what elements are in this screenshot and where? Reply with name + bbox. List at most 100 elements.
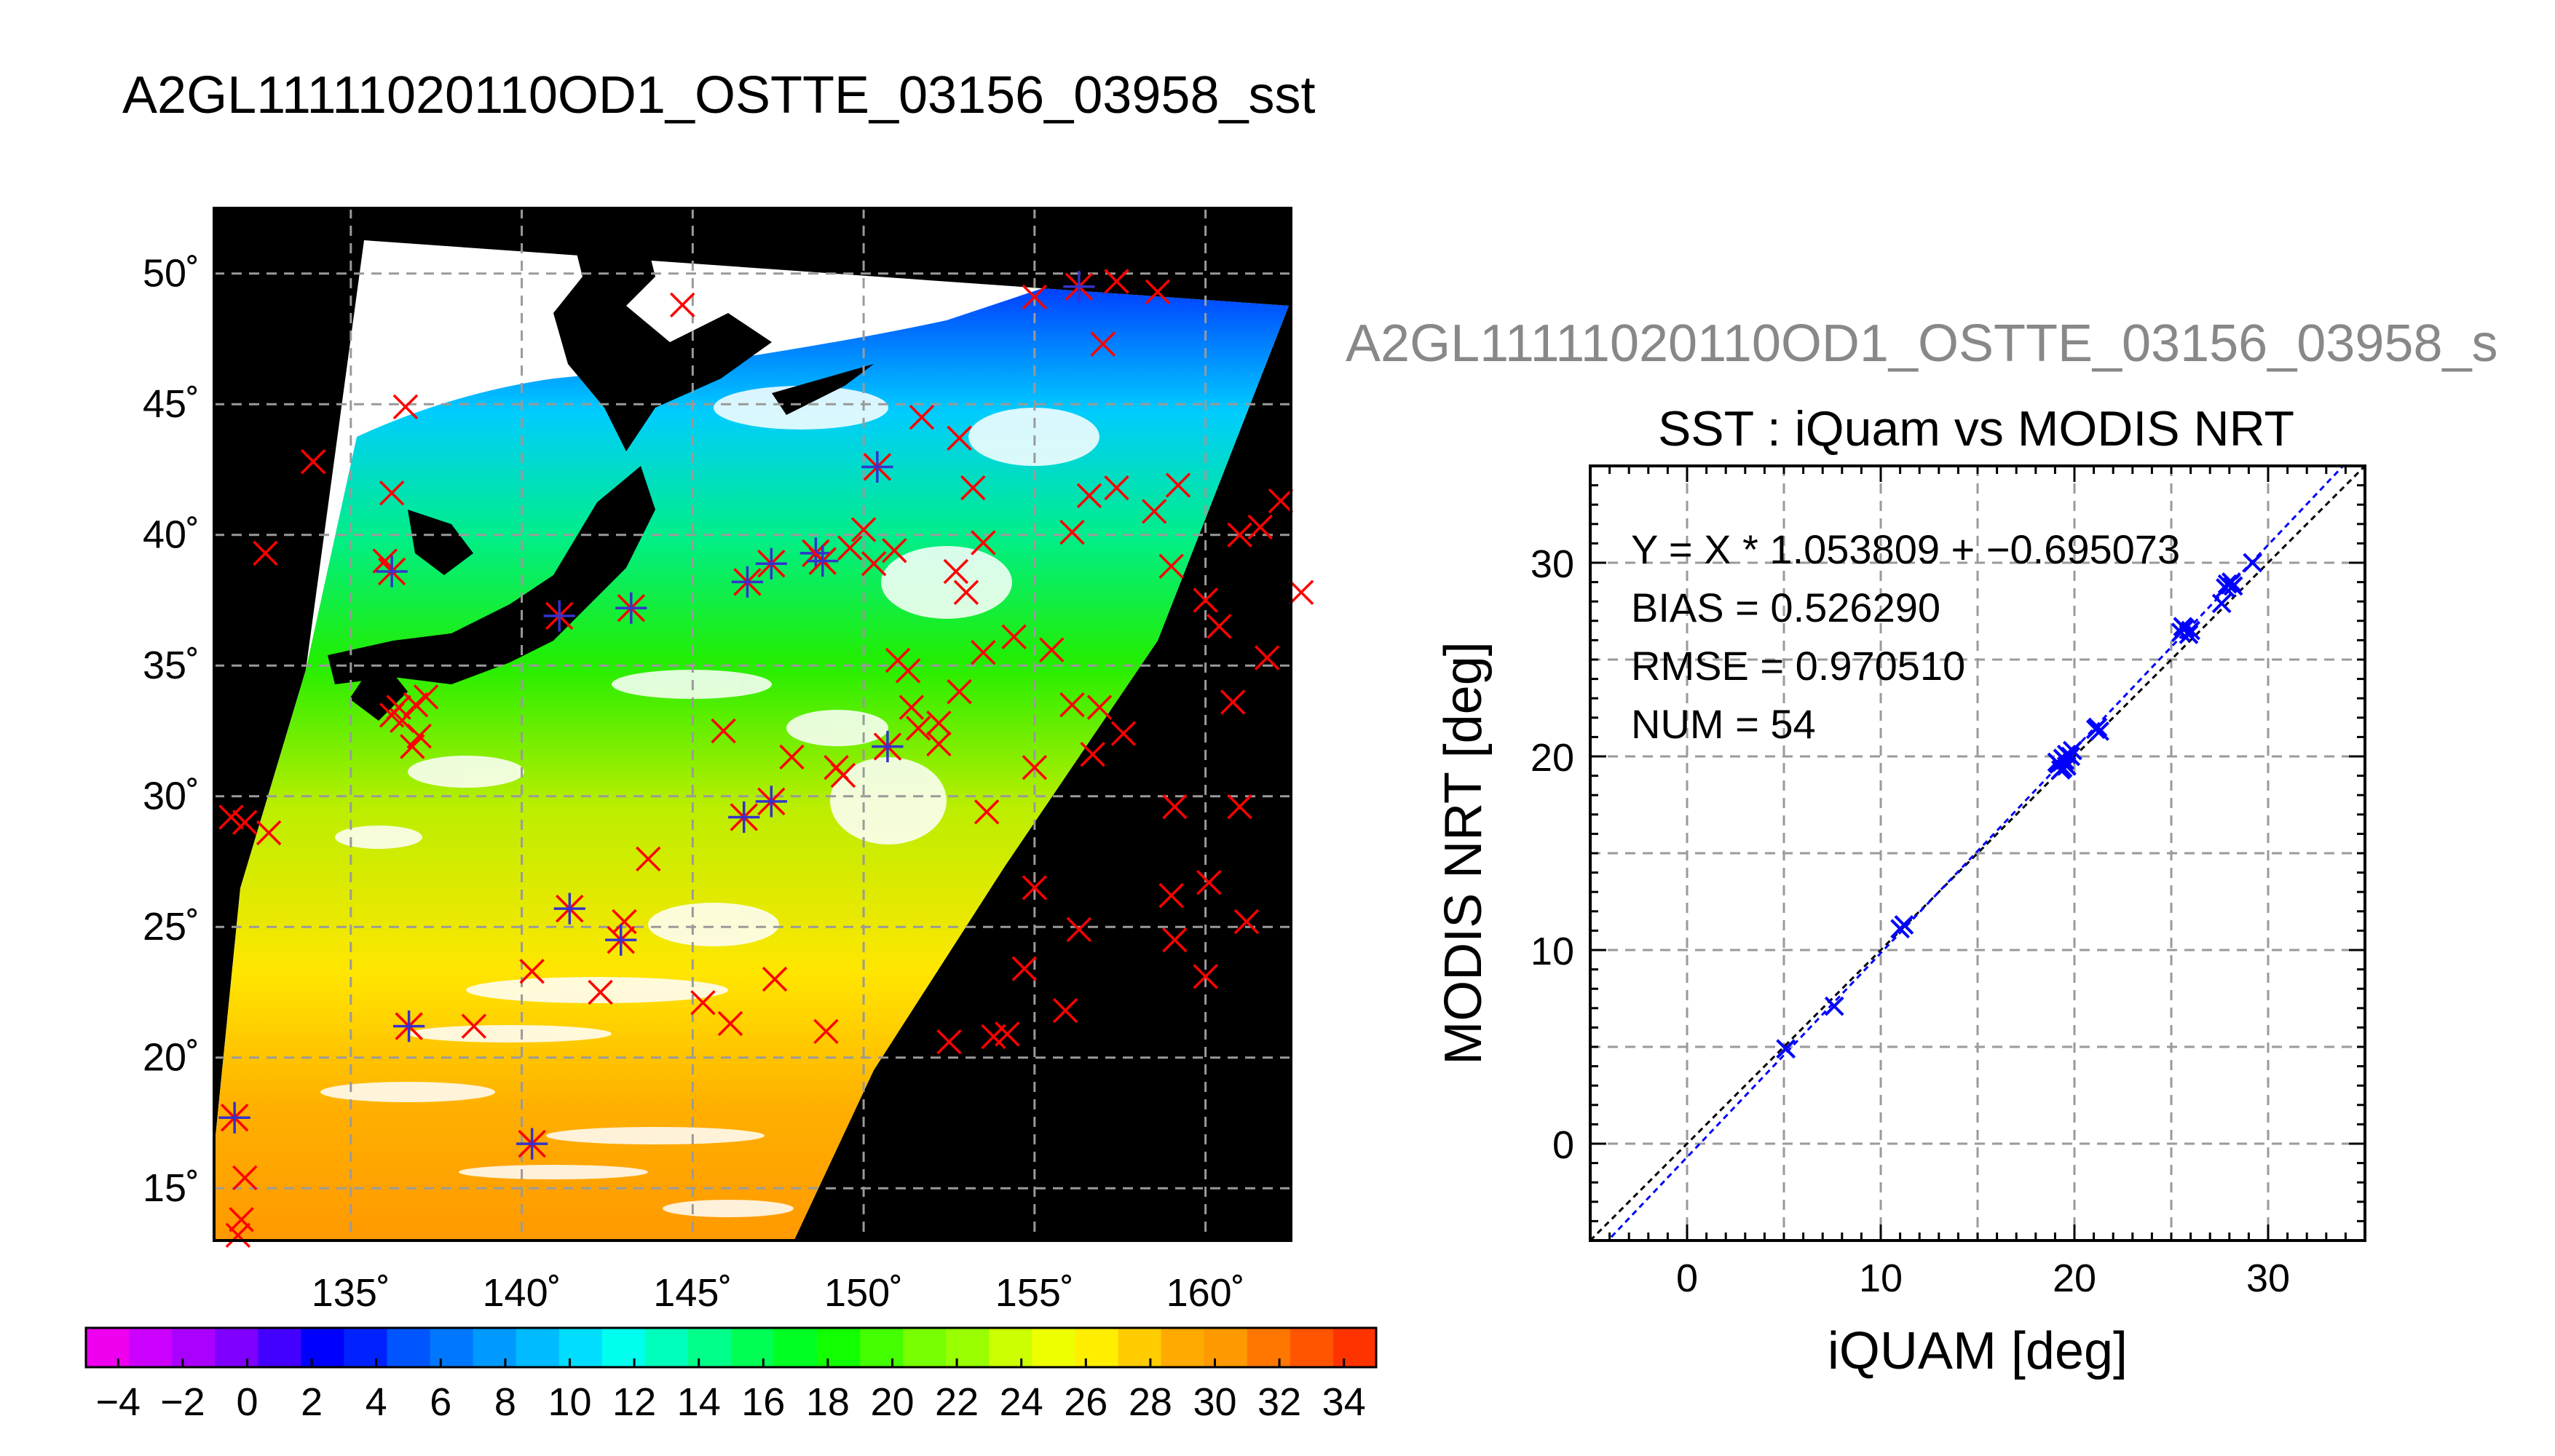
scatter-y-tick-labels: 0 10 20 30	[1531, 542, 1574, 1167]
map-y-tick-label: 50˚	[143, 252, 200, 296]
colorbar-segment	[644, 1328, 689, 1367]
colorbar-tick-label: 20	[870, 1380, 914, 1424]
unmatched-point	[850, 517, 877, 542]
colorbar-tick-label: 34	[1322, 1380, 1366, 1424]
matched-point	[516, 1128, 548, 1160]
scatter-y-axis-label: MODIS NRT [deg]	[1434, 641, 1493, 1065]
scatter-point	[2053, 758, 2073, 778]
scatter-y-tick-label: 10	[1531, 930, 1574, 973]
unmatched-point	[1001, 624, 1027, 649]
matched-point	[605, 924, 637, 956]
scatter-point	[1824, 996, 1844, 1016]
colorbar-tick-label: 30	[1193, 1380, 1236, 1424]
scatter-x-tick-label: 0	[1676, 1257, 1698, 1300]
unmatched-point	[379, 480, 405, 506]
colorbar-tick-label: 6	[430, 1380, 451, 1424]
unmatched-point	[1162, 927, 1188, 953]
unmatched-point	[1052, 997, 1078, 1024]
map-x-tick-label: 140˚	[483, 1271, 561, 1315]
unmatched-point	[762, 966, 788, 992]
unmatched-point	[1196, 869, 1222, 895]
colorbar-segment	[301, 1328, 344, 1367]
colorbar-segment	[1204, 1328, 1248, 1367]
unmatched-point	[905, 716, 931, 741]
unmatched-point	[895, 658, 921, 684]
matched-point	[218, 1101, 250, 1133]
colorbar-segment	[1332, 1328, 1377, 1367]
unmatched-point	[1104, 475, 1129, 501]
scatter-point	[2181, 620, 2201, 641]
map-y-tick-label: 20˚	[143, 1036, 200, 1080]
unmatched-point	[837, 535, 863, 561]
colorbar-segment	[430, 1328, 474, 1367]
matched-point	[553, 893, 585, 925]
scatter-point	[2243, 553, 2263, 573]
unmatched-point	[400, 734, 425, 759]
unmatched-point	[947, 678, 972, 705]
colorbar-segment	[215, 1328, 258, 1367]
unmatched-point	[588, 979, 613, 1005]
colorbar-segment	[903, 1328, 947, 1367]
unmatched-point	[1193, 587, 1218, 613]
unmatched-point	[1233, 909, 1260, 935]
map-x-tick-label: 155˚	[995, 1271, 1074, 1315]
unmatched-point	[1227, 794, 1252, 820]
colorbar-segment	[258, 1328, 301, 1367]
matched-point	[731, 566, 764, 598]
unmatched-point	[974, 799, 1000, 825]
unmatched-point	[1158, 882, 1184, 909]
unmatched-point	[1066, 917, 1092, 943]
unmatched-point	[232, 1165, 258, 1191]
scatter-subtitle: A2GL11111020110OD1_OSTTE_03156_03958_s	[1346, 314, 2498, 373]
unmatched-point	[392, 394, 419, 420]
unmatched-point	[218, 804, 244, 830]
unmatched-point	[1022, 875, 1048, 901]
colorbar-segment	[1290, 1328, 1334, 1367]
unmatched-point	[824, 754, 849, 780]
unmatched-point	[670, 292, 695, 318]
colorbar-tick-label: 26	[1064, 1380, 1107, 1424]
scatter-point	[2088, 717, 2108, 737]
unmatched-point	[960, 475, 986, 501]
scatter-x-tick-label: 10	[1859, 1257, 1903, 1300]
scatter-x-axis-label: iQUAM [deg]	[1828, 1322, 2128, 1380]
scatter-point	[2223, 576, 2243, 596]
map-y-tick-label: 35˚	[143, 644, 200, 687]
unmatched-point	[300, 448, 326, 475]
map-y-tick-label: 25˚	[143, 905, 200, 949]
scatter-points	[1776, 553, 2263, 1059]
unmatched-point	[1227, 522, 1252, 547]
matched-point	[615, 592, 647, 624]
scatter-y-tick-label: 30	[1531, 542, 1574, 586]
scatter-annotation: Y = X * 1.053809 + −0.695073	[1631, 526, 2180, 572]
colorbar-tick-label: 28	[1129, 1380, 1172, 1424]
colorbar-tick-label: 16	[741, 1380, 785, 1424]
unmatched-point	[779, 744, 805, 770]
map-x-tick-labels: 135˚ 140˚ 145˚ 150˚ 155˚ 160˚	[312, 1271, 1245, 1315]
unmatched-point	[519, 959, 545, 984]
scatter-grid	[1590, 466, 2365, 1241]
unmatched-point	[926, 731, 952, 757]
unmatched-point	[1268, 488, 1294, 514]
colorbar-tick-labels: −4 −2 0 2 4 6 8 10 12 14 16 18 20 22 24 26 28 30 32 34	[96, 1358, 1366, 1424]
unmatched-point	[971, 530, 996, 555]
land-masses	[291, 208, 874, 721]
matched-points	[218, 271, 1095, 1160]
colorbar-tick-label: 24	[1000, 1380, 1043, 1424]
colorbar-segment	[1161, 1328, 1205, 1367]
unmatched-point	[953, 579, 979, 605]
colorbar-segment	[860, 1328, 904, 1367]
map-grid	[214, 208, 1291, 1241]
matched-point	[376, 555, 408, 587]
colorbar-segment	[1118, 1328, 1162, 1367]
unmatched-point	[909, 404, 935, 430]
colorbar-tick-label: 2	[301, 1380, 323, 1424]
colorbar-frame	[84, 1326, 1378, 1369]
matched-point	[728, 801, 760, 834]
unmatched-point	[1162, 794, 1188, 820]
unmatched-point	[690, 990, 716, 1016]
unmatched-points	[218, 269, 1314, 1249]
unmatched-point	[1039, 637, 1065, 662]
